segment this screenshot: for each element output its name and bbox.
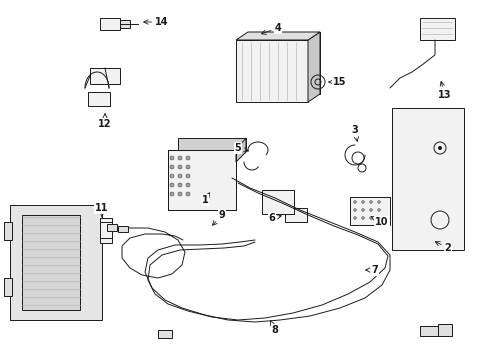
Bar (90, 68, 120, 84)
Bar (118, 226, 128, 232)
Text: 3: 3 (352, 125, 359, 141)
Circle shape (377, 208, 381, 211)
Circle shape (170, 165, 174, 169)
Circle shape (353, 208, 357, 211)
Text: 13: 13 (438, 82, 452, 100)
Bar (262, 190, 294, 214)
Bar (22, 215, 80, 310)
Circle shape (186, 192, 190, 196)
Circle shape (362, 208, 365, 211)
Circle shape (369, 216, 372, 220)
Circle shape (170, 174, 174, 178)
Bar (248, 32, 320, 94)
Circle shape (369, 201, 372, 203)
Circle shape (377, 216, 381, 220)
Polygon shape (236, 138, 246, 162)
Bar (178, 138, 246, 150)
Bar (168, 150, 236, 210)
Circle shape (186, 183, 190, 187)
Circle shape (362, 216, 365, 220)
Text: 6: 6 (269, 213, 281, 223)
Bar (420, 326, 438, 336)
Text: 11: 11 (95, 203, 109, 217)
Polygon shape (236, 32, 320, 40)
Text: 2: 2 (435, 242, 451, 253)
Circle shape (178, 192, 182, 196)
Polygon shape (308, 32, 320, 102)
Bar (107, 224, 117, 231)
Circle shape (186, 165, 190, 169)
Bar (350, 197, 390, 225)
Circle shape (186, 156, 190, 160)
Bar (4, 222, 12, 240)
Text: 5: 5 (235, 143, 248, 153)
Text: 14: 14 (144, 17, 169, 27)
Circle shape (178, 174, 182, 178)
Text: 4: 4 (262, 23, 281, 35)
Bar (285, 208, 307, 222)
Text: 15: 15 (329, 77, 347, 87)
Circle shape (353, 216, 357, 220)
Text: 12: 12 (98, 114, 112, 129)
Circle shape (178, 156, 182, 160)
Bar (236, 40, 308, 102)
Bar (420, 18, 455, 40)
Text: 1: 1 (201, 193, 210, 205)
Circle shape (353, 201, 357, 203)
Text: 10: 10 (371, 217, 389, 227)
Circle shape (170, 156, 174, 160)
Bar (120, 20, 130, 28)
Bar (168, 150, 236, 210)
Circle shape (170, 192, 174, 196)
Circle shape (178, 183, 182, 187)
Bar (100, 218, 112, 243)
Bar (392, 108, 464, 250)
Circle shape (178, 165, 182, 169)
Text: 7: 7 (366, 265, 378, 275)
Circle shape (369, 208, 372, 211)
Bar (438, 324, 452, 336)
Bar (10, 205, 102, 320)
Bar (88, 92, 110, 106)
Circle shape (170, 183, 174, 187)
Circle shape (186, 174, 190, 178)
Text: 9: 9 (213, 210, 225, 225)
Circle shape (362, 201, 365, 203)
Bar (158, 330, 172, 338)
Bar (100, 18, 120, 30)
Bar (4, 278, 12, 296)
Circle shape (438, 146, 442, 150)
Circle shape (377, 201, 381, 203)
Text: 8: 8 (270, 321, 278, 335)
